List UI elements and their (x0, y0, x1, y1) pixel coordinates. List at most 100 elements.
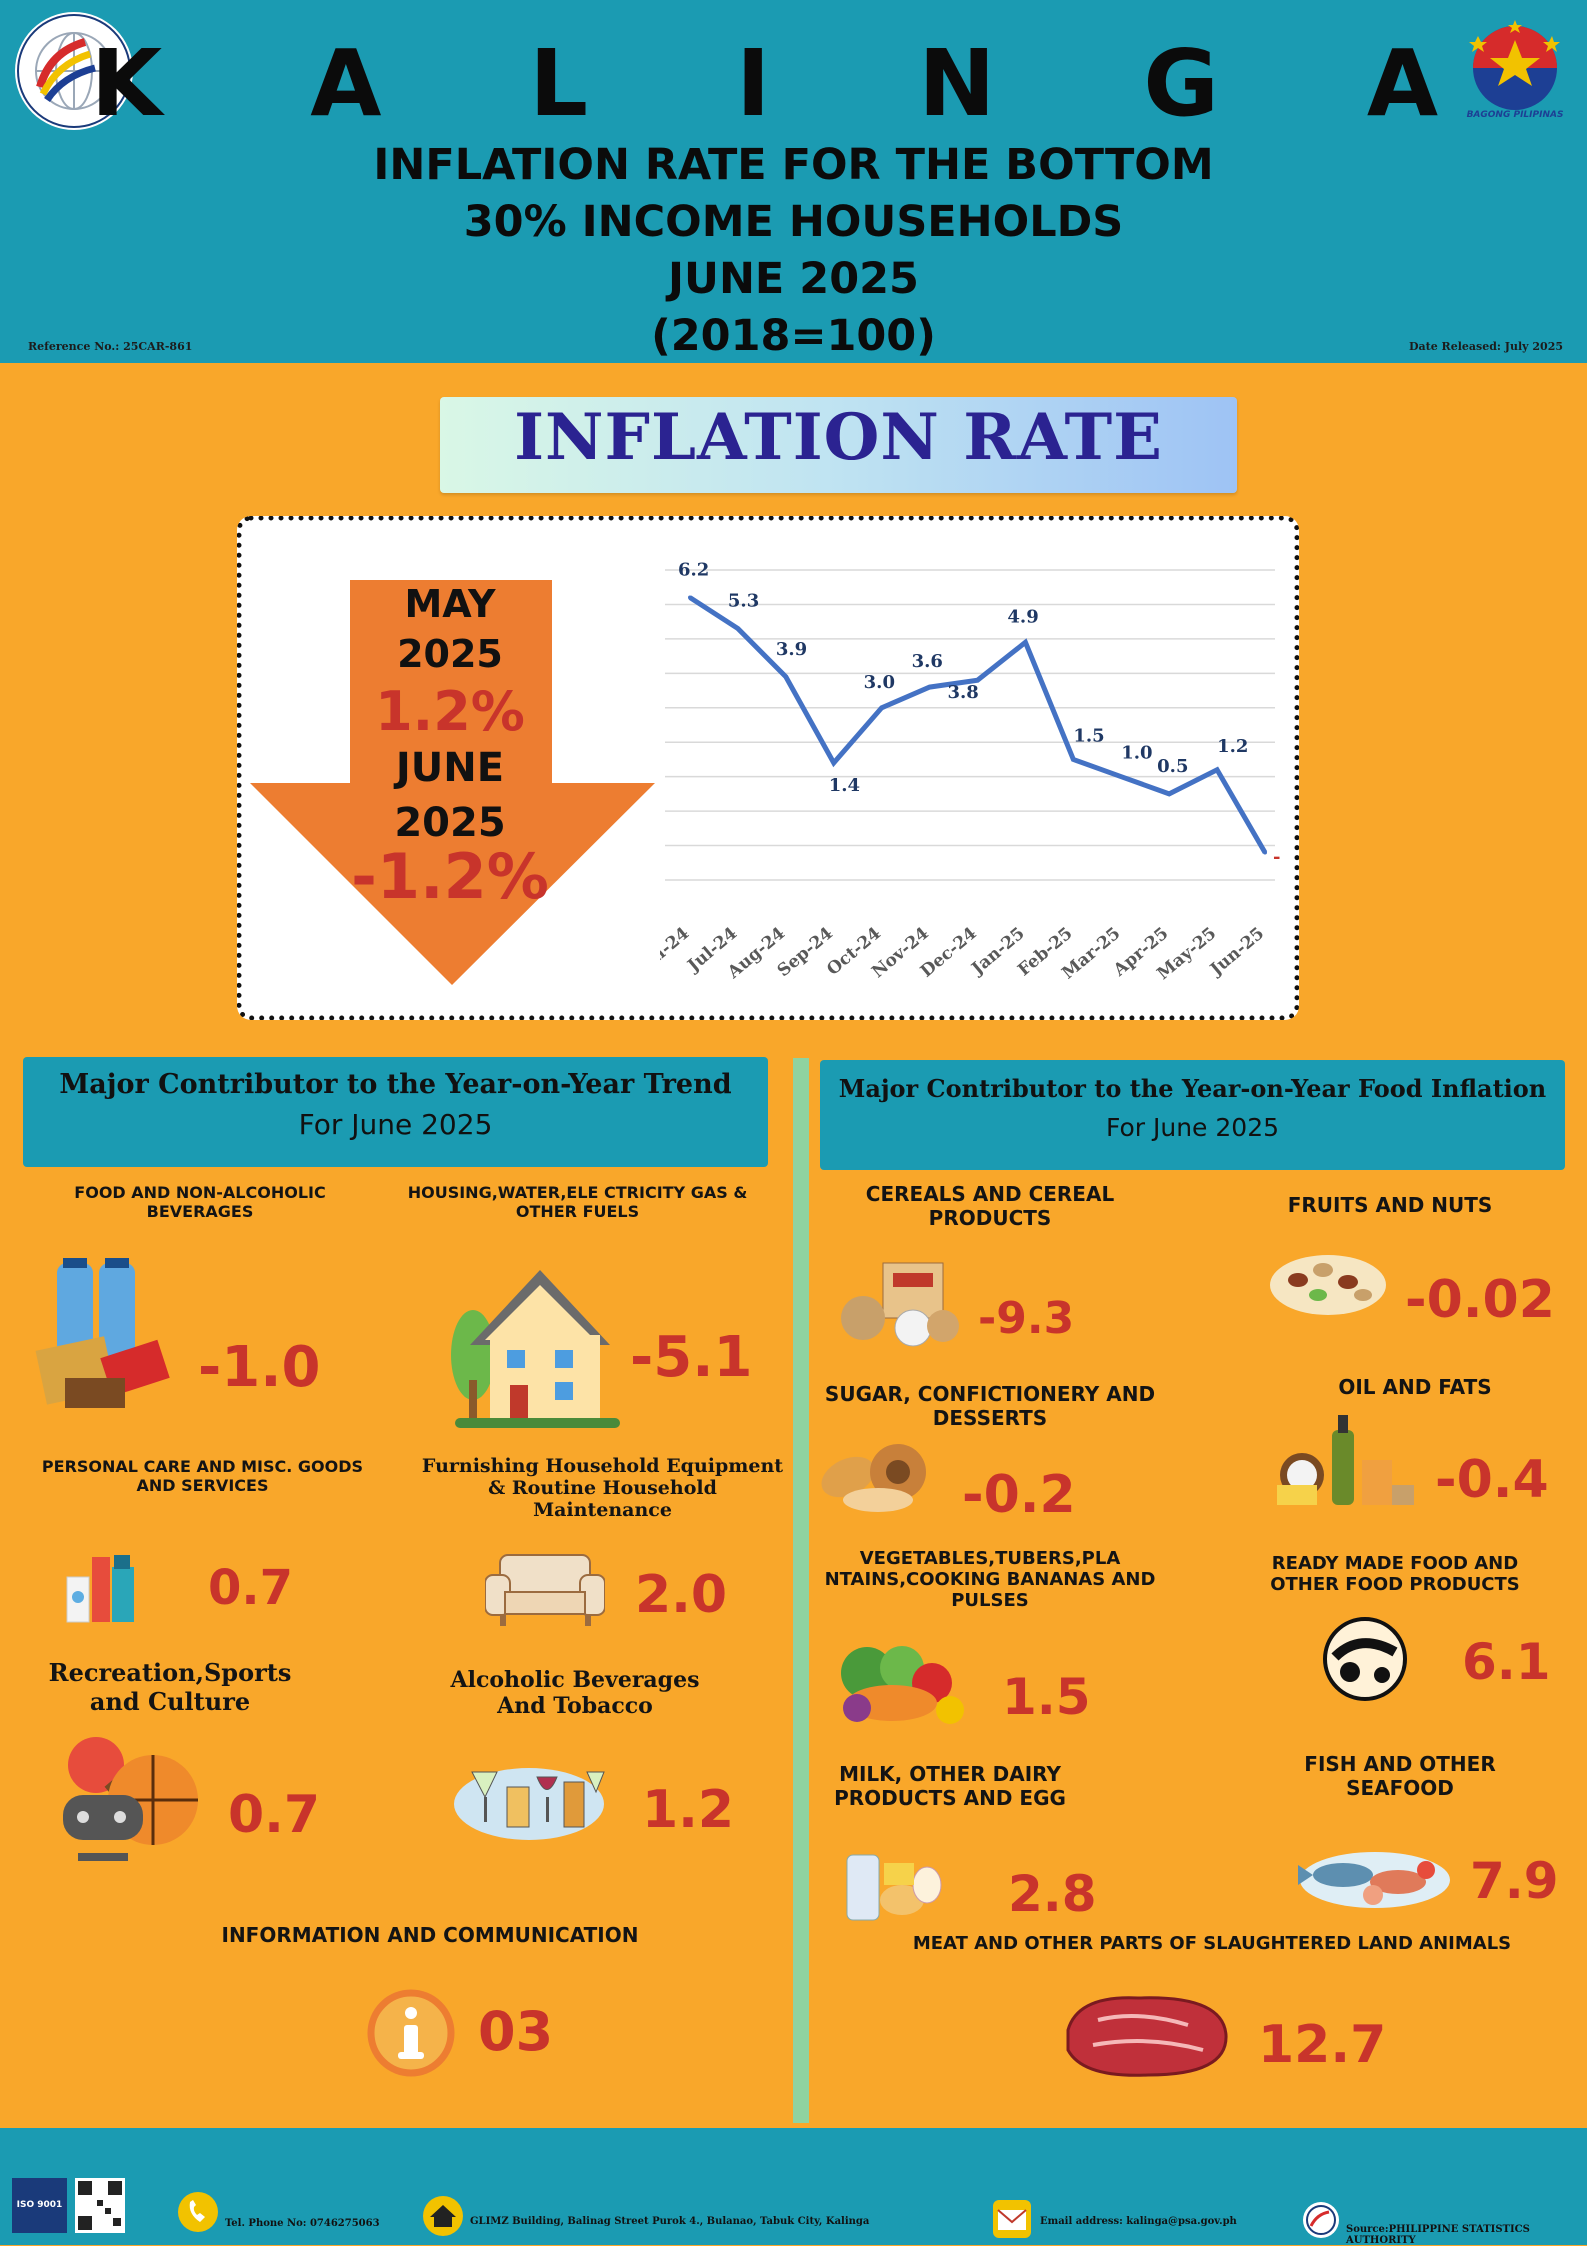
email-icon (993, 2200, 1031, 2238)
category-label: MEAT AND OTHER PARTS OF SLAUGHTERED LAND… (912, 1933, 1512, 1954)
ready-food-icon (1310, 1617, 1420, 1706)
chart-data-label: 3.9 (776, 639, 807, 660)
category-value: -1.0 (198, 1335, 321, 1400)
june-value: -1.2% (351, 840, 549, 913)
left-panel-subtitle: For June 2025 (298, 1108, 493, 1141)
category-label: SUGAR, CONFICTIONERY AND DESSERTS (824, 1382, 1156, 1430)
category-label: FOOD AND NON-ALCOHOLIC BEVERAGES (74, 1183, 326, 1221)
inflation-line-chart: 6.2 5.3 3.9 1.4 3.0 3.63.8 4.9 1.5 1.00.5 1.2 -1.2… (660, 560, 1280, 984)
qr-code-icon (75, 2178, 125, 2233)
category-label: OIL AND FATS (1338, 1375, 1492, 1399)
chart-point (688, 595, 692, 600)
category-value: -0.02 (1405, 1270, 1555, 1330)
category-value: 03 (478, 2000, 554, 2063)
left-panel-title: Major Contributor to the Year-on-Year Tr… (59, 1069, 732, 1100)
chart-data-label: 5.3 (728, 591, 759, 612)
chart-point (975, 678, 980, 683)
may-label: MAY (404, 582, 496, 626)
category-label: Alcoholic Beverages And Tobacco (450, 1667, 700, 1719)
category-value: 0.7 (208, 1560, 294, 1616)
food-beverages-icon (35, 1258, 185, 1422)
chart-point (927, 685, 932, 690)
category-value: 0.7 (228, 1785, 321, 1845)
phone-number: Tel. Phone No: 0746275063 (225, 2218, 380, 2229)
cereal-icon (838, 1258, 968, 1352)
category-label: FRUITS AND NUTS (1287, 1193, 1493, 1217)
chart-point (831, 760, 836, 765)
personal-care-icon (62, 1537, 142, 1631)
category-value: 2.0 (635, 1565, 728, 1625)
info-icon (366, 1988, 456, 2082)
chart-data-label: 3.8 (948, 682, 979, 703)
chart-data-label: -1.2 (1273, 846, 1280, 867)
category-label: READY MADE FOOD AND OTHER FOOD PRODUCTS (1270, 1553, 1520, 1595)
chart-series-line (688, 595, 1268, 854)
down-arrow-icon (250, 580, 655, 985)
subtitle-line-2: 30% INCOME HOUSEHOLDS (463, 197, 1124, 247)
region-title: K A L I N G A (90, 30, 1497, 137)
chart-point (879, 705, 884, 710)
chart-point (1263, 850, 1267, 855)
right-panel-subtitle: For June 2025 (1105, 1113, 1280, 1142)
chart-data-label: 6.2 (678, 560, 709, 581)
category-value: 1.5 (1002, 1668, 1091, 1726)
category-value: 7.9 (1470, 1852, 1559, 1910)
chart-data-label: 4.9 (1007, 606, 1038, 627)
may-value: 1.2% (375, 680, 525, 743)
subtitle-line-4: (2018=100) (651, 311, 936, 361)
inflation-rate-banner (440, 397, 1237, 493)
iso-label: ISO 9001 (16, 2200, 63, 2210)
category-label: FISH AND OTHER SEAFOOD (1304, 1752, 1496, 1800)
category-value: -0.4 (1435, 1450, 1549, 1510)
drinks-icon (452, 1762, 607, 1846)
psa-small-logo-icon (1303, 2202, 1339, 2238)
panel-divider (793, 1058, 809, 2123)
chart-point (1215, 767, 1220, 772)
category-value: 6.1 (1462, 1633, 1551, 1691)
chart-data-label: 1.2 (1217, 736, 1248, 757)
chart-point (1167, 791, 1172, 796)
source-text: Source:PHILIPPINE STATISTICS AUTHORITY (1346, 2224, 1530, 2246)
email-address: Email address: kalinga@psa.gov.ph (1040, 2216, 1237, 2227)
office-address: GLIMZ Building, Balinag Street Purok 4.,… (470, 2216, 870, 2227)
date-released: Date Released: July 2025 (1408, 340, 1563, 353)
vegetables-icon (832, 1638, 972, 1737)
pastry-icon (818, 1432, 948, 1521)
psa-logo-icon (15, 12, 133, 130)
may-year: 2025 (397, 632, 503, 676)
dairy-icon (842, 1845, 952, 1929)
category-value: -0.2 (962, 1465, 1076, 1525)
right-panel-title: Major Contributor to the Year-on-Year Fo… (838, 1074, 1547, 1103)
category-label: CEREALS AND CEREAL PRODUCTS (865, 1182, 1115, 1230)
category-label: Recreation,Sports and Culture (48, 1658, 292, 1716)
category-value: 12.7 (1258, 2015, 1387, 2075)
category-label: INFORMATION AND COMMUNICATION (221, 1923, 639, 1947)
category-label: VEGETABLES,TUBERS,PLA NTAINS,COOKING BAN… (824, 1548, 1156, 1611)
left-panel-header: Major Contributor to the Year-on-Year Tr… (23, 1057, 768, 1167)
category-label: Furnishing Household Equipment & Routine… (421, 1455, 784, 1521)
june-label: JUNE (395, 745, 505, 791)
header-band (0, 0, 1587, 363)
category-label: PERSONAL CARE AND MISC. GOODS AND SERVIC… (41, 1457, 364, 1495)
category-value: 1.2 (642, 1780, 735, 1840)
chart-point (1071, 757, 1076, 762)
chart-point (1119, 774, 1124, 779)
seafood-icon (1298, 1840, 1453, 1914)
reference-number: Reference No.: 25CAR-861 (28, 340, 193, 353)
chart-data-label: 0.5 (1157, 756, 1188, 777)
chart-data-label: 1.5 (1073, 725, 1104, 746)
chart-point (783, 674, 788, 679)
sofa-icon (484, 1550, 606, 1634)
chart-point (735, 626, 740, 631)
house-icon (445, 1260, 625, 1434)
bagong-pilipinas-label: BAGONG PILIPINAS (1466, 110, 1564, 120)
meat-icon (1058, 1990, 1233, 2084)
category-value: -9.3 (978, 1293, 1075, 1344)
home-icon (423, 2196, 463, 2236)
june-year: 2025 (394, 800, 506, 846)
nuts-icon (1268, 1240, 1388, 1324)
category-value: -5.1 (630, 1325, 753, 1390)
chart-data-label: 3.6 (912, 651, 943, 672)
category-label: MILK, OTHER DAIRY PRODUCTS AND EGG (834, 1762, 1066, 1810)
recreation-icon (58, 1735, 208, 1879)
